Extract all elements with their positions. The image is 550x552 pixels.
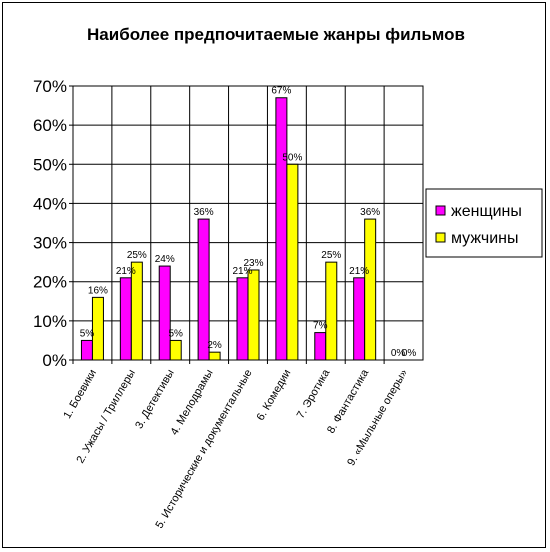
y-axis-ticks: 0% 10% 20% 30% 40% 50% 60% 70% <box>33 77 73 370</box>
bar-women <box>314 332 327 361</box>
x-tick-label: 4. Мелодрамы <box>168 367 215 437</box>
y-tick-label: 60% <box>33 116 67 135</box>
data-label: 50% <box>282 152 302 163</box>
data-label: 5% <box>168 328 183 339</box>
data-label: 36% <box>194 207 214 218</box>
y-tick-label: 30% <box>33 234 67 253</box>
gridlines <box>73 85 423 360</box>
data-label: 2% <box>207 340 222 351</box>
bar-men <box>325 261 338 361</box>
y-tick-label: 10% <box>33 312 67 331</box>
data-label: 24% <box>155 254 175 265</box>
y-tick-label: 70% <box>33 77 67 96</box>
bar-men <box>208 351 221 361</box>
bars <box>80 97 377 361</box>
data-label: 16% <box>88 285 108 296</box>
bar-women <box>158 265 171 361</box>
bar-women <box>80 339 93 361</box>
y-tick-label: 0% <box>42 351 67 370</box>
data-label: 21% <box>232 266 252 277</box>
data-label: 0% <box>391 348 406 359</box>
legend-swatch-women <box>435 205 446 216</box>
plot-area-border <box>72 85 424 361</box>
x-tick-label: 8. Фантастика <box>325 367 372 436</box>
data-label: 5% <box>80 328 95 339</box>
y-tick-label: 40% <box>33 194 67 213</box>
x-tick-label: 7. Эротика <box>295 367 333 421</box>
data-label: 0% <box>402 348 417 359</box>
bar-men <box>247 269 260 361</box>
bar-men <box>364 218 377 361</box>
legend-label-men: мужчины <box>451 230 519 247</box>
x-tick-label: 6. Комедии <box>255 368 294 423</box>
bar-men <box>169 339 182 361</box>
bar-men <box>286 163 299 361</box>
x-tick-label: 3. Детективы <box>133 367 177 431</box>
data-label: 67% <box>271 86 291 97</box>
data-label: 21% <box>116 266 136 277</box>
data-label: 36% <box>360 207 380 218</box>
bar-women <box>197 218 210 361</box>
bar-women <box>353 277 366 361</box>
bar-women <box>275 97 288 361</box>
legend: женщины мужчины <box>425 188 543 258</box>
bar-women <box>236 277 249 361</box>
legend-box <box>425 188 543 258</box>
bar-women <box>119 277 132 361</box>
data-label: 25% <box>321 250 341 261</box>
bar-men <box>130 261 143 361</box>
chart-title: Наиболее предпочитаемые жанры фильмов <box>87 25 465 44</box>
legend-label-women: женщины <box>451 203 522 220</box>
data-labels: 5% 21% 24% 36% 21% 67% 7% 21% 0% 16% 25% 5% 2% 23% 50%… <box>80 86 417 359</box>
data-label: 23% <box>243 258 263 269</box>
axes <box>72 85 424 361</box>
chart-frame: Наиболее предпочитаемые жанры фильмов 0%… <box>2 2 546 548</box>
data-label: 7% <box>313 321 328 332</box>
data-label: 25% <box>127 250 147 261</box>
data-label: 21% <box>349 266 369 277</box>
y-tick-label: 50% <box>33 155 67 174</box>
legend-swatch-men <box>435 232 446 243</box>
y-tick-label: 20% <box>33 273 67 292</box>
x-tick-label: 1. Боевики <box>61 368 99 421</box>
bar-chart: Наиболее предпочитаемые жанры фильмов 0%… <box>33 25 543 531</box>
